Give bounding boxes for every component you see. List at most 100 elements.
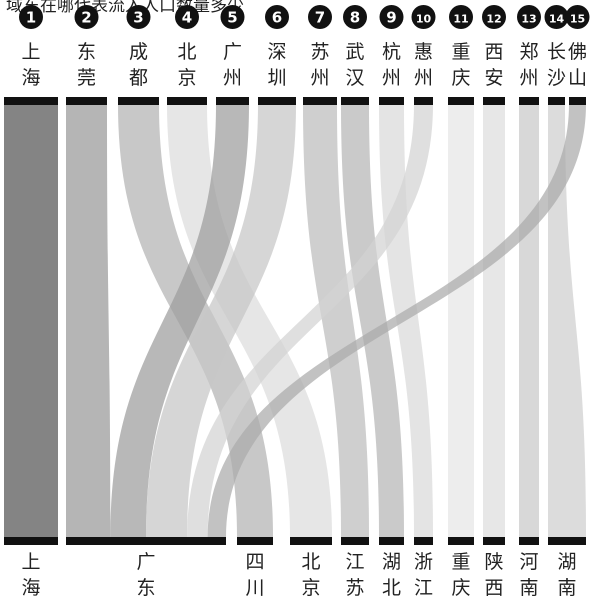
target-label: 重 [451, 551, 470, 573]
flow-郑州 [519, 104, 539, 537]
source-bar-长沙 [548, 97, 565, 105]
source-bar-武汉 [341, 97, 369, 105]
flow-西安 [483, 104, 505, 537]
rank-badge [19, 5, 43, 29]
flow-layer [4, 104, 586, 537]
source-label: 深 [267, 41, 286, 63]
rank-number: 6 [272, 9, 282, 27]
rank-badge [220, 5, 245, 29]
source-label: 山 [568, 67, 587, 89]
flow-苏州 [303, 104, 369, 537]
rank-number: 13 [521, 13, 536, 26]
target-bar-上海 [4, 537, 58, 545]
source-bar-惠州 [414, 97, 433, 105]
source-label: 都 [129, 67, 148, 89]
target-bar-江苏 [341, 537, 369, 545]
flow-重庆 [448, 104, 474, 537]
source-label: 安 [484, 67, 503, 89]
rank-badge [544, 5, 569, 29]
flow-长沙 [548, 104, 586, 537]
target-bar-陕西 [483, 537, 505, 545]
rank-number: 1 [26, 9, 36, 27]
target-label: 陕 [484, 551, 503, 573]
target-bar-广东 [66, 537, 226, 545]
target-label: 苏 [345, 577, 364, 599]
target-bar-四川 [237, 537, 273, 545]
target-label: 海 [21, 577, 40, 599]
source-bar-东莞 [66, 97, 107, 105]
source-bar-杭州 [379, 97, 404, 105]
source-label: 州 [223, 67, 242, 89]
rank-number: 12 [486, 13, 501, 26]
source-label: 长 [547, 41, 566, 63]
target-label: 北 [301, 551, 320, 573]
source-label: 重 [451, 41, 470, 63]
target-bar-河南 [519, 537, 539, 545]
source-label: 东 [77, 41, 96, 63]
flow-惠州 [187, 104, 433, 537]
rank-number: 5 [227, 9, 237, 27]
source-label: 州 [310, 67, 329, 89]
target-label: 北 [382, 577, 401, 599]
source-bar-佛山 [569, 97, 586, 105]
source-label: 沙 [547, 67, 566, 89]
source-label: 成 [129, 41, 148, 63]
rank-badge [343, 5, 367, 29]
target-label: 上 [21, 551, 40, 573]
flow-深圳 [146, 104, 296, 537]
target-label: 江 [414, 577, 433, 599]
target-label: 南 [557, 577, 576, 599]
source-label: 圳 [267, 67, 286, 89]
target-label: 四 [245, 551, 264, 573]
target-label: 西 [484, 577, 503, 599]
source-bar-郑州 [519, 97, 539, 105]
source-label: 海 [21, 67, 40, 89]
flow-上海 [4, 104, 58, 537]
target-label: 南 [519, 577, 538, 599]
rank-number: 7 [315, 9, 325, 27]
source-bar-广州 [216, 97, 249, 105]
target-bar-浙江 [414, 537, 433, 545]
target-label: 河 [519, 551, 538, 573]
source-label: 州 [382, 67, 401, 89]
target-label: 川 [245, 577, 264, 599]
source-label: 北 [177, 41, 196, 63]
rank-badge [517, 5, 541, 29]
rank-number: 10 [416, 13, 432, 26]
source-label: 京 [177, 67, 196, 89]
target-bar-重庆 [448, 537, 474, 545]
source-label: 西 [484, 41, 503, 63]
rank-badge [379, 5, 404, 29]
target-label: 湖 [557, 551, 576, 573]
source-bar-深圳 [258, 97, 296, 105]
rank-badge [308, 5, 332, 29]
source-bar-成都 [118, 97, 159, 105]
target-label: 江 [345, 551, 364, 573]
label-layer: 1上海2东莞3成都4北京5广州6深圳7苏州8武汉9杭州10惠州11重庆12西安1… [19, 5, 590, 599]
source-label: 郑 [519, 41, 538, 63]
rank-number: 14 [549, 13, 565, 26]
rank-badge [449, 5, 473, 29]
source-bar-西安 [483, 97, 505, 105]
target-bar-湖北 [379, 537, 404, 545]
target-label: 庆 [451, 577, 470, 599]
rank-number: 4 [182, 9, 192, 27]
source-bar-上海 [4, 97, 58, 105]
source-label: 武 [345, 41, 364, 63]
rank-badge [565, 5, 590, 29]
source-label: 庆 [451, 67, 470, 89]
target-label: 广 [136, 551, 155, 573]
target-bar-北京 [290, 537, 332, 545]
source-label: 佛 [568, 41, 587, 63]
source-label: 州 [414, 67, 433, 89]
target-label: 浙 [414, 551, 433, 573]
rank-badge [411, 5, 436, 29]
source-label: 汉 [345, 67, 364, 89]
source-bar-苏州 [303, 97, 337, 105]
rank-badge [265, 5, 289, 29]
rank-number: 2 [81, 9, 91, 27]
rank-badge [482, 5, 506, 29]
source-bar-北京 [167, 97, 207, 105]
